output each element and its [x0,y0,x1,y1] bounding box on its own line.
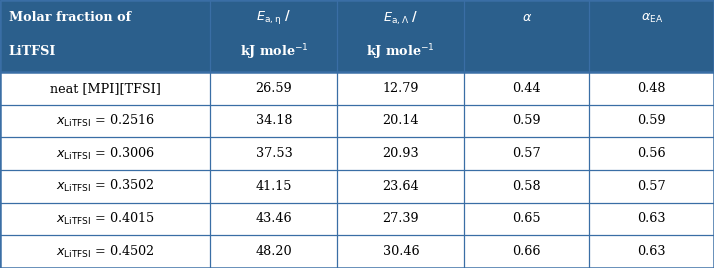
Text: $\alpha$: $\alpha$ [522,12,532,24]
Bar [0,203,714,235]
Bar [0,0,714,72]
Bar [0,72,714,105]
Text: 0.57: 0.57 [638,180,666,193]
Bar [0,235,714,268]
Text: 26.59: 26.59 [256,82,292,95]
Text: 0.44: 0.44 [513,82,541,95]
Text: 0.66: 0.66 [513,245,541,258]
Bar [0,105,714,137]
Text: 0.56: 0.56 [638,147,666,160]
Text: 34.18: 34.18 [256,114,292,127]
Text: 0.57: 0.57 [513,147,541,160]
Bar [0,170,714,203]
Text: 0.65: 0.65 [513,213,541,225]
Text: 43.46: 43.46 [256,213,292,225]
Text: $x_{\mathrm{LiTFSI}}$ = 0.4502: $x_{\mathrm{LiTFSI}}$ = 0.4502 [56,244,154,260]
Text: $\alpha_{\mathrm{EA}}$: $\alpha_{\mathrm{EA}}$ [640,12,663,24]
Text: 0.63: 0.63 [638,245,666,258]
Text: kJ mole$^{-1}$: kJ mole$^{-1}$ [366,42,436,62]
Text: 0.59: 0.59 [638,114,666,127]
Text: $x_{\mathrm{LiTFSI}}$ = 0.3006: $x_{\mathrm{LiTFSI}}$ = 0.3006 [56,146,155,162]
Text: 41.15: 41.15 [256,180,292,193]
Bar [0,137,714,170]
Text: $x_{\mathrm{LiTFSI}}$ = 0.4015: $x_{\mathrm{LiTFSI}}$ = 0.4015 [56,211,155,227]
Text: $E_{\mathrm{a,\eta}}$ /: $E_{\mathrm{a,\eta}}$ / [256,9,291,27]
Text: 12.79: 12.79 [383,82,419,95]
Text: $x_{\mathrm{LiTFSI}}$ = 0.3502: $x_{\mathrm{LiTFSI}}$ = 0.3502 [56,178,154,194]
Text: 27.39: 27.39 [383,213,419,225]
Text: 0.59: 0.59 [513,114,541,127]
Text: 23.64: 23.64 [383,180,419,193]
Text: 0.48: 0.48 [638,82,666,95]
Text: neat [MPI][TFSI]: neat [MPI][TFSI] [50,82,161,95]
Text: Molar fraction of: Molar fraction of [9,12,131,24]
Text: 48.20: 48.20 [256,245,292,258]
Text: kJ mole$^{-1}$: kJ mole$^{-1}$ [239,42,308,62]
Text: 0.63: 0.63 [638,213,666,225]
Text: $x_{\mathrm{LiTFSI}}$ = 0.2516: $x_{\mathrm{LiTFSI}}$ = 0.2516 [56,113,155,129]
Text: LiTFSI: LiTFSI [9,45,56,58]
Text: 30.46: 30.46 [383,245,419,258]
Text: 20.93: 20.93 [383,147,419,160]
Text: 20.14: 20.14 [383,114,419,127]
Text: 37.53: 37.53 [256,147,292,160]
Text: 0.58: 0.58 [513,180,541,193]
Text: $E_{\mathrm{a,\Lambda}}$ /: $E_{\mathrm{a,\Lambda}}$ / [383,9,418,27]
